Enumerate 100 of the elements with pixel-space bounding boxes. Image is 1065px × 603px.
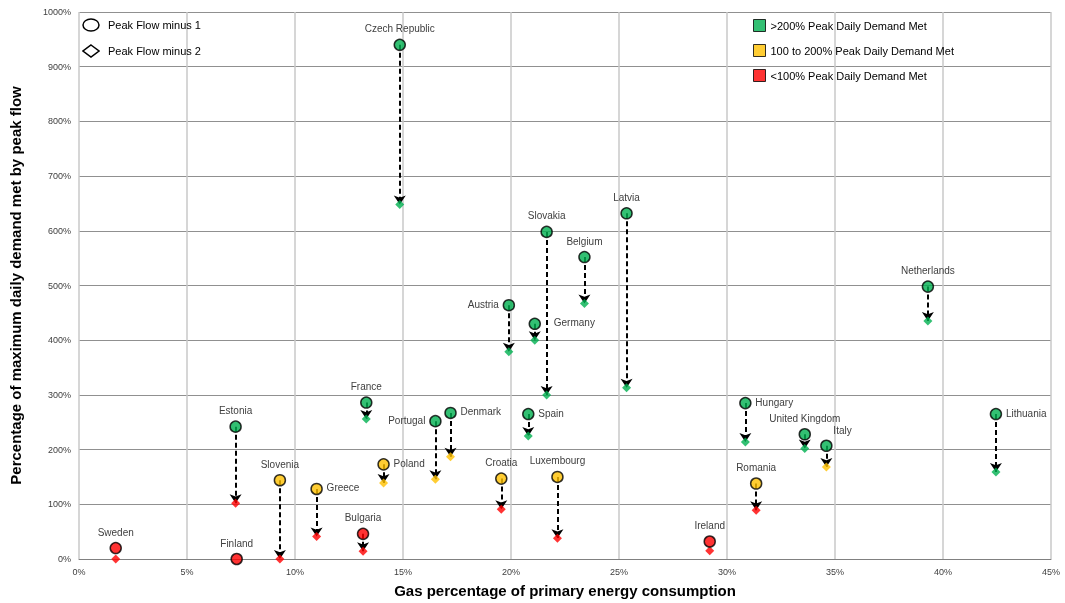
x-tick-label: 40% [933, 566, 953, 577]
annotation: Portugal [388, 414, 426, 426]
y-axis-title: Percentage of maximum daily demand met by peak flow [7, 85, 24, 485]
x-tick-label: 35% [825, 566, 845, 577]
point [800, 444, 810, 454]
point [530, 335, 540, 345]
point [231, 498, 241, 508]
point [356, 527, 370, 541]
point [361, 414, 371, 424]
legend-label: <100% Peak Daily Demand Met [770, 69, 927, 82]
annotation: Denmark [460, 406, 503, 418]
point [921, 280, 935, 293]
point [923, 316, 933, 326]
point [821, 462, 831, 472]
x-axis-title: Gas percentage of primary energy consumption [394, 582, 736, 599]
x-tick-label: 0% [72, 566, 86, 577]
annotation: Greece [326, 482, 360, 494]
x-tick-label: 15% [393, 566, 413, 577]
x-tick-label: 20% [501, 566, 521, 577]
point [446, 452, 456, 462]
point [740, 437, 750, 447]
point [504, 347, 514, 357]
annotation: Belgium [566, 235, 603, 247]
y-tick-label: 400% [47, 335, 71, 346]
point [502, 298, 516, 312]
legend-label: 100 to 200% Peak Daily Demand Met [770, 44, 954, 57]
y-tick-label: 500% [47, 280, 71, 291]
point [751, 505, 761, 515]
point [820, 439, 833, 453]
x-tick-label: 45% [1041, 566, 1061, 577]
point [230, 552, 243, 566]
x-tick-label: 30% [717, 566, 737, 577]
annotation: Spain [538, 407, 564, 419]
point [578, 250, 591, 264]
point [395, 200, 405, 210]
annotation: Estonia [218, 405, 253, 417]
point [579, 299, 589, 309]
x-tick-label: 25% [609, 566, 629, 577]
annotation: Latvia [613, 191, 641, 203]
annotation: Sweden [97, 526, 134, 538]
point [109, 541, 122, 555]
point [705, 546, 715, 556]
y-tick-label: 0% [57, 554, 71, 564]
annotation: Netherlands [900, 265, 955, 277]
point [798, 428, 812, 441]
annotation: Austria [467, 298, 500, 310]
annotation: Poland [393, 457, 425, 469]
annotation: Croatia [485, 457, 518, 469]
y-tick-label: 800% [47, 116, 71, 127]
y-tick-label: 900% [47, 61, 71, 72]
point [429, 414, 442, 428]
point [528, 317, 542, 331]
point [430, 474, 440, 484]
annotation: Peak Flow minus 2 [108, 45, 201, 57]
point [229, 420, 242, 433]
point [444, 406, 457, 420]
annotation: Lithuania [1005, 407, 1047, 419]
y-tick-label: 200% [47, 444, 71, 455]
point [542, 390, 552, 400]
annotation: Finland [220, 537, 254, 549]
x-tick-label: 5% [180, 566, 194, 577]
point [358, 546, 368, 556]
annotation: Germany [553, 317, 595, 329]
legend-label: >200% Peak Daily Demand Met [770, 19, 927, 32]
annotation: Italy [833, 425, 852, 437]
annotation: Romania [736, 462, 777, 474]
point [496, 504, 506, 514]
annotation: Slovenia [260, 458, 300, 470]
point [523, 431, 533, 441]
annotation: Peak Flow minus 1 [108, 19, 201, 31]
point [522, 407, 535, 421]
y-tick-label: 300% [47, 389, 71, 400]
point [495, 472, 508, 485]
y-tick-label: 100% [47, 499, 71, 510]
annotation: Luxembourg [529, 455, 586, 467]
y-tick-label: 600% [47, 225, 71, 236]
annotation: Bulgaria [344, 512, 382, 524]
point [739, 396, 752, 410]
point [275, 554, 285, 564]
point [620, 207, 633, 220]
point [377, 458, 390, 471]
annotation: France [350, 381, 383, 393]
point [622, 383, 632, 393]
point [393, 38, 407, 52]
point [360, 396, 373, 409]
y-tick-label: 700% [47, 171, 71, 182]
annotation: Ireland [694, 520, 726, 531]
point [540, 225, 553, 239]
point [312, 532, 322, 542]
point [703, 535, 716, 548]
point [379, 478, 389, 488]
x-tick-label: 10% [285, 566, 305, 577]
annotation: Czech Republic [364, 23, 435, 35]
point [551, 470, 564, 484]
y-tick-label: 1000% [42, 7, 71, 17]
point [552, 533, 562, 543]
annotation: Slovakia [527, 210, 566, 222]
point [991, 467, 1001, 477]
annotation: United Kingdom [769, 412, 841, 424]
point [749, 477, 763, 490]
